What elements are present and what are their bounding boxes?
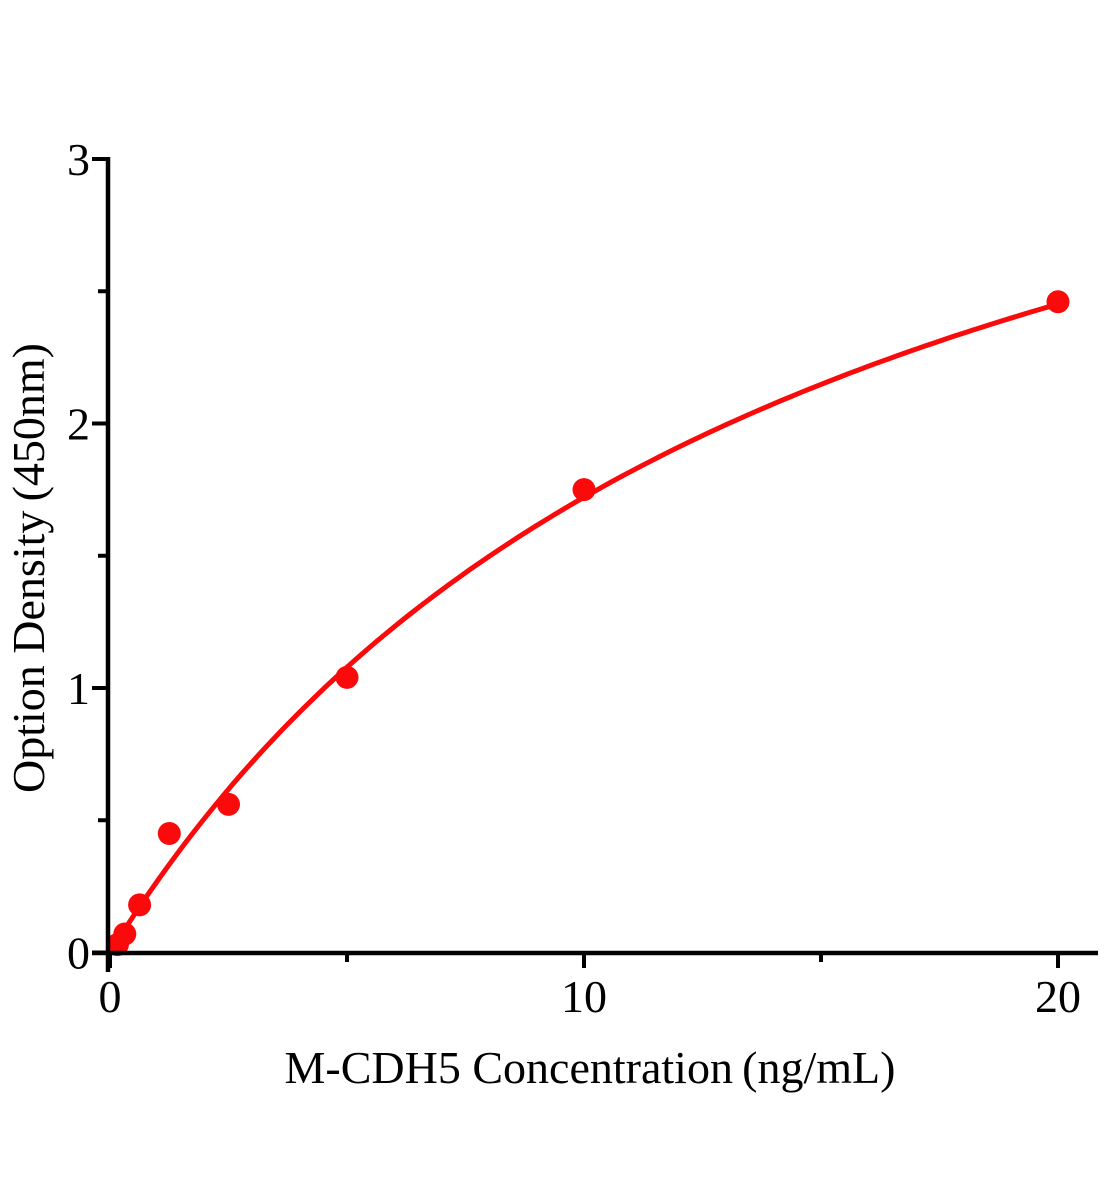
- data-point: [217, 792, 240, 816]
- data-point: [1046, 290, 1070, 314]
- axes: 0 10 20 0 1 2 3 M-CDH5 Concentration (ng/mL) Opt…: [3, 134, 1098, 1093]
- y-tick-label: 2: [67, 399, 90, 450]
- plot-area: [105, 290, 1070, 957]
- data-point: [157, 822, 181, 845]
- x-tick-label: 0: [99, 971, 122, 1022]
- data-point: [572, 478, 596, 502]
- y-tick-label: 0: [67, 928, 90, 979]
- x-tick-label: 20: [1035, 971, 1081, 1022]
- data-point: [113, 922, 137, 946]
- data-point: [335, 665, 359, 689]
- y-tick-label: 1: [67, 663, 90, 714]
- fit-curve-line: [107, 301, 1061, 955]
- x-tick-label: 10: [561, 971, 607, 1022]
- y-axis-title: Option Density (450nm): [3, 343, 54, 793]
- data-point: [128, 893, 152, 917]
- y-tick-label: 3: [67, 134, 90, 185]
- x-axis-title: M-CDH5 Concentration (ng/mL): [285, 1042, 896, 1093]
